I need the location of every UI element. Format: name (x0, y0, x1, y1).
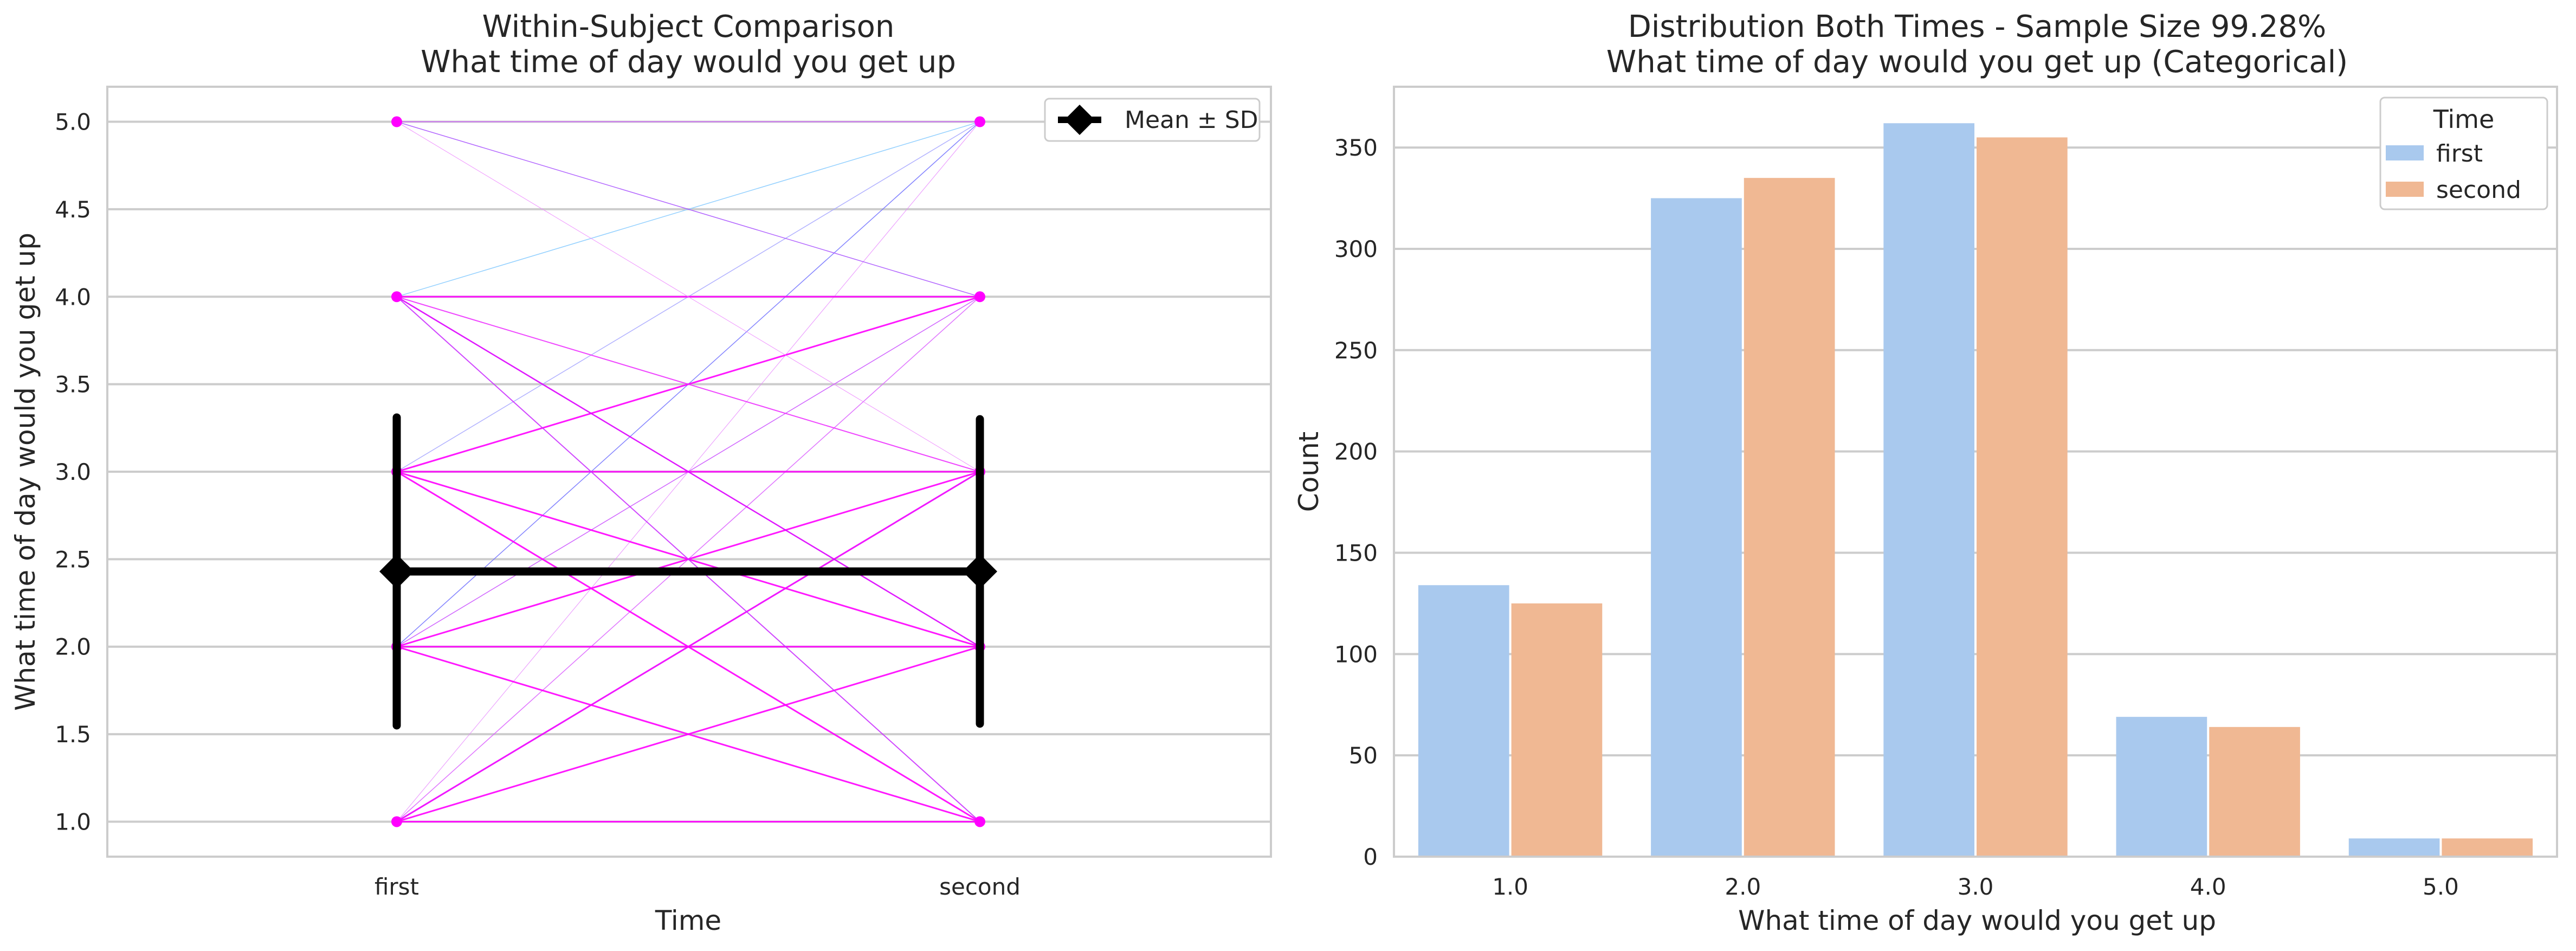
left-x-tick-label: second (939, 873, 1021, 900)
legend-first-label: first (2436, 140, 2483, 168)
transition-line (396, 296, 980, 823)
legend-second-swatch (2386, 182, 2424, 197)
left-x-tick-label: first (375, 873, 419, 900)
right-y-tick-label: 200 (1334, 439, 1378, 465)
right-x-tick-label: 1.0 (1492, 873, 1528, 900)
data-point (391, 816, 402, 827)
bar-second-4.0 (2209, 727, 2300, 857)
right-x-axis-label: What time of day would you get up (1738, 905, 2216, 936)
transition-line (396, 471, 980, 823)
left-legend-box (1044, 98, 1261, 142)
right-x-tick-label: 4.0 (2190, 873, 2226, 900)
right-legend: Time first second (2379, 97, 2548, 210)
right-bars (1418, 123, 2533, 857)
left-y-tick-label: 3.0 (55, 459, 91, 485)
left-y-tick-label: 1.5 (55, 721, 91, 748)
legend-mean-label: Mean ± SD (1125, 106, 1258, 134)
right-y-tick-label: 0 (1363, 844, 1378, 870)
right-y-tick-label: 350 (1334, 134, 1378, 161)
left-legend: Mean ± SD (1044, 98, 1261, 142)
data-point (974, 816, 985, 827)
bar-second-2.0 (1744, 178, 1835, 857)
bar-first-1.0 (1418, 585, 1509, 857)
mean-marker (379, 554, 414, 589)
right-plot-frame (1393, 86, 2558, 858)
right-x-tick-label: 2.0 (1725, 873, 1761, 900)
transition-line (396, 121, 980, 472)
left-y-tick-label: 5.0 (55, 109, 91, 136)
right-x-ticks: 1.0 2.0 3.0 4.0 5.0 (1492, 873, 2459, 900)
bar-second-1.0 (1511, 603, 1603, 857)
legend-mean-marker (1064, 105, 1095, 135)
bar-first-2.0 (1651, 198, 1742, 857)
mean-marker (963, 554, 997, 589)
left-y-tick-label: 3.5 (55, 371, 91, 398)
bar-second-5.0 (2442, 838, 2533, 857)
data-point (391, 291, 402, 303)
left-y-tick-label: 4.0 (55, 284, 91, 310)
left-chart-title: Within-Subject Comparison (482, 9, 895, 44)
left-transition-lines (396, 121, 980, 823)
left-y-tick-label: 4.5 (55, 196, 91, 223)
right-y-axis-label: Count (1293, 432, 1325, 512)
right-y-tick-label: 50 (1349, 742, 1378, 769)
right-y-tick-label: 300 (1334, 236, 1378, 262)
bar-first-3.0 (1883, 123, 1974, 857)
left-x-ticks: first second (375, 873, 1021, 900)
left-plot-frame (106, 86, 1272, 858)
right-legend-box (2379, 97, 2548, 210)
right-chart-subtitle: What time of day would you get up (Categ… (1606, 44, 2348, 80)
right-y-ticks: 0 50 100 150 200 250 300 350 (1334, 134, 1378, 870)
left-x-axis-label: Time (655, 905, 721, 936)
right-y-tick-label: 150 (1334, 539, 1378, 566)
legend-second-label: second (2436, 176, 2521, 204)
transition-line (396, 296, 980, 472)
left-chart-subtitle: What time of day would you get up (421, 44, 956, 80)
bar-first-5.0 (2348, 838, 2440, 857)
left-y-tick-label: 1.0 (55, 808, 91, 835)
bar-second-3.0 (1977, 137, 2068, 857)
right-legend-title: Time (2433, 105, 2495, 134)
legend-first-swatch (2386, 145, 2424, 160)
transition-line (396, 646, 980, 823)
data-point (974, 116, 985, 127)
right-x-tick-label: 5.0 (2423, 873, 2459, 900)
data-point (974, 291, 985, 303)
left-y-ticks: 1.0 1.5 2.0 2.5 3.0 3.5 4.0 4.5 5.0 (55, 109, 91, 836)
right-chart-title: Distribution Both Times - Sample Size 99… (1628, 9, 2327, 44)
within-subject-chart: Within-Subject Comparison What time of d… (10, 9, 1272, 936)
right-x-tick-label: 3.0 (1958, 873, 1994, 900)
left-y-tick-label: 2.0 (55, 634, 91, 660)
left-y-tick-label: 2.5 (55, 546, 91, 573)
left-mean-sd (379, 413, 997, 730)
right-y-tick-label: 250 (1334, 337, 1378, 364)
data-point (391, 116, 402, 127)
transition-line (396, 121, 980, 297)
right-y-tick-label: 100 (1334, 641, 1378, 667)
bar-first-4.0 (2116, 717, 2207, 857)
left-y-axis-label: What time of day would you get up (10, 233, 41, 711)
distribution-chart: Distribution Both Times - Sample Size 99… (1293, 9, 2558, 936)
transition-line (396, 296, 980, 647)
